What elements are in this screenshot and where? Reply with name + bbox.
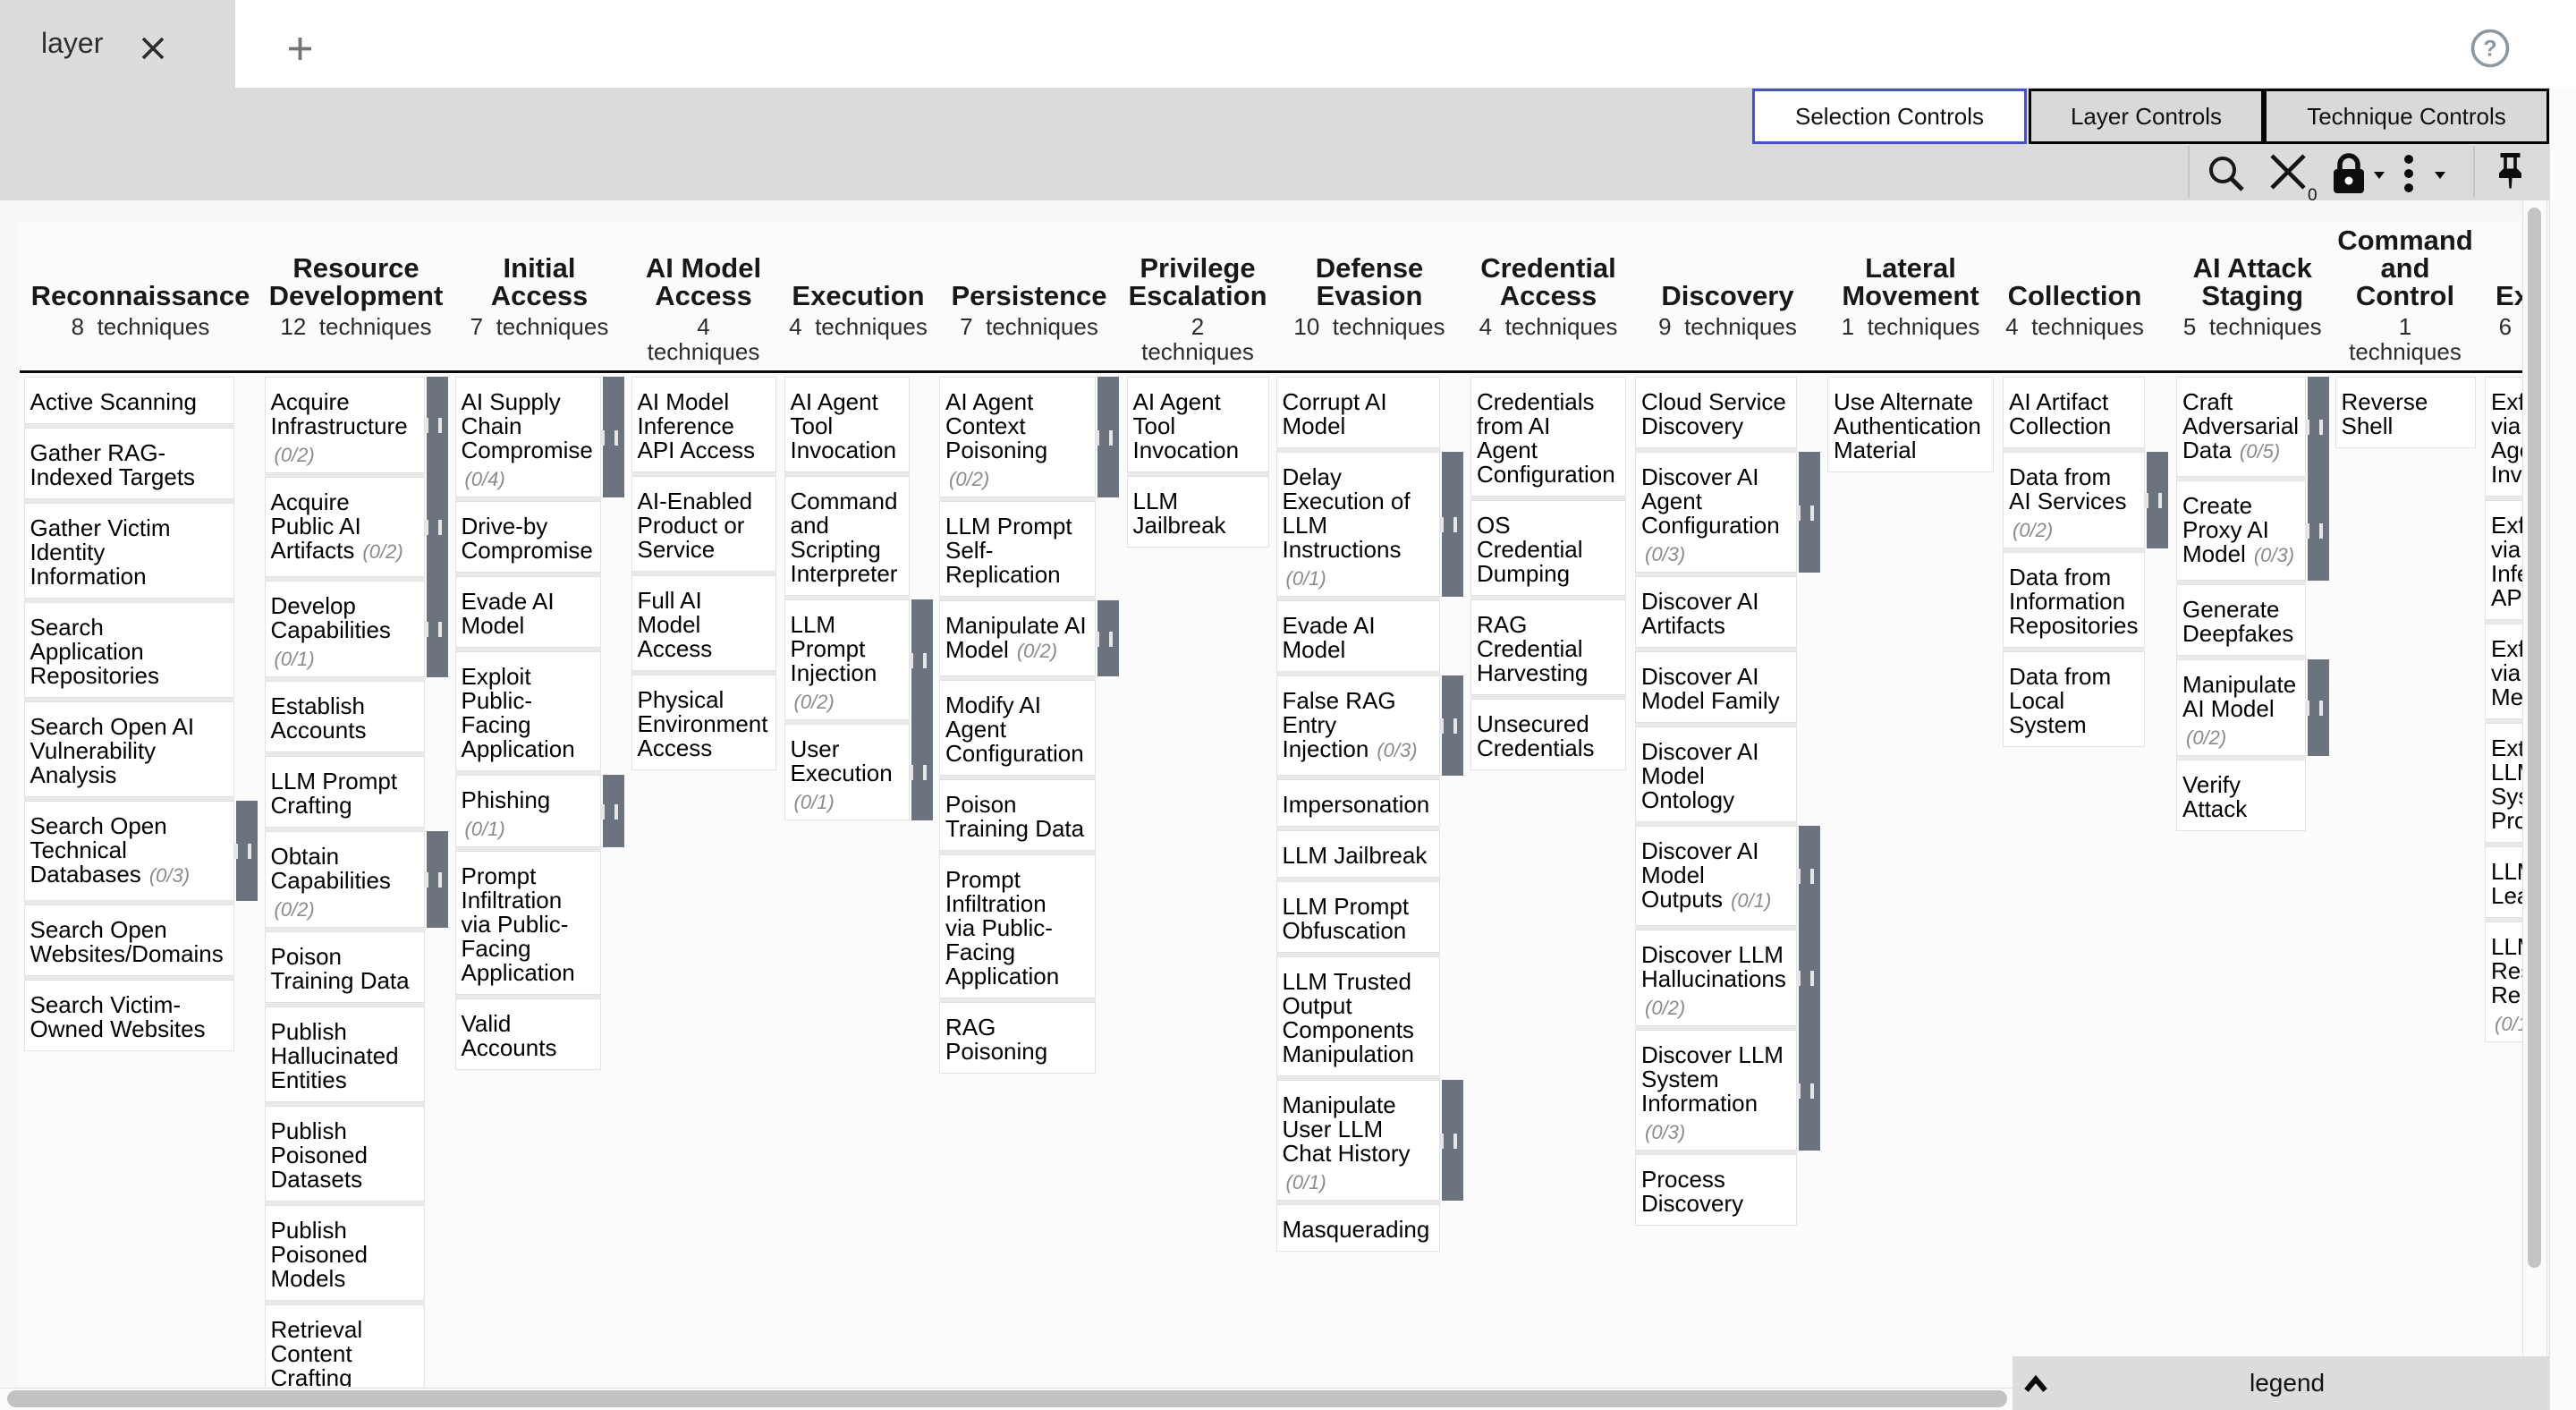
svg-text:0: 0 <box>2308 186 2318 204</box>
svg-text:?: ? <box>2483 37 2496 62</box>
